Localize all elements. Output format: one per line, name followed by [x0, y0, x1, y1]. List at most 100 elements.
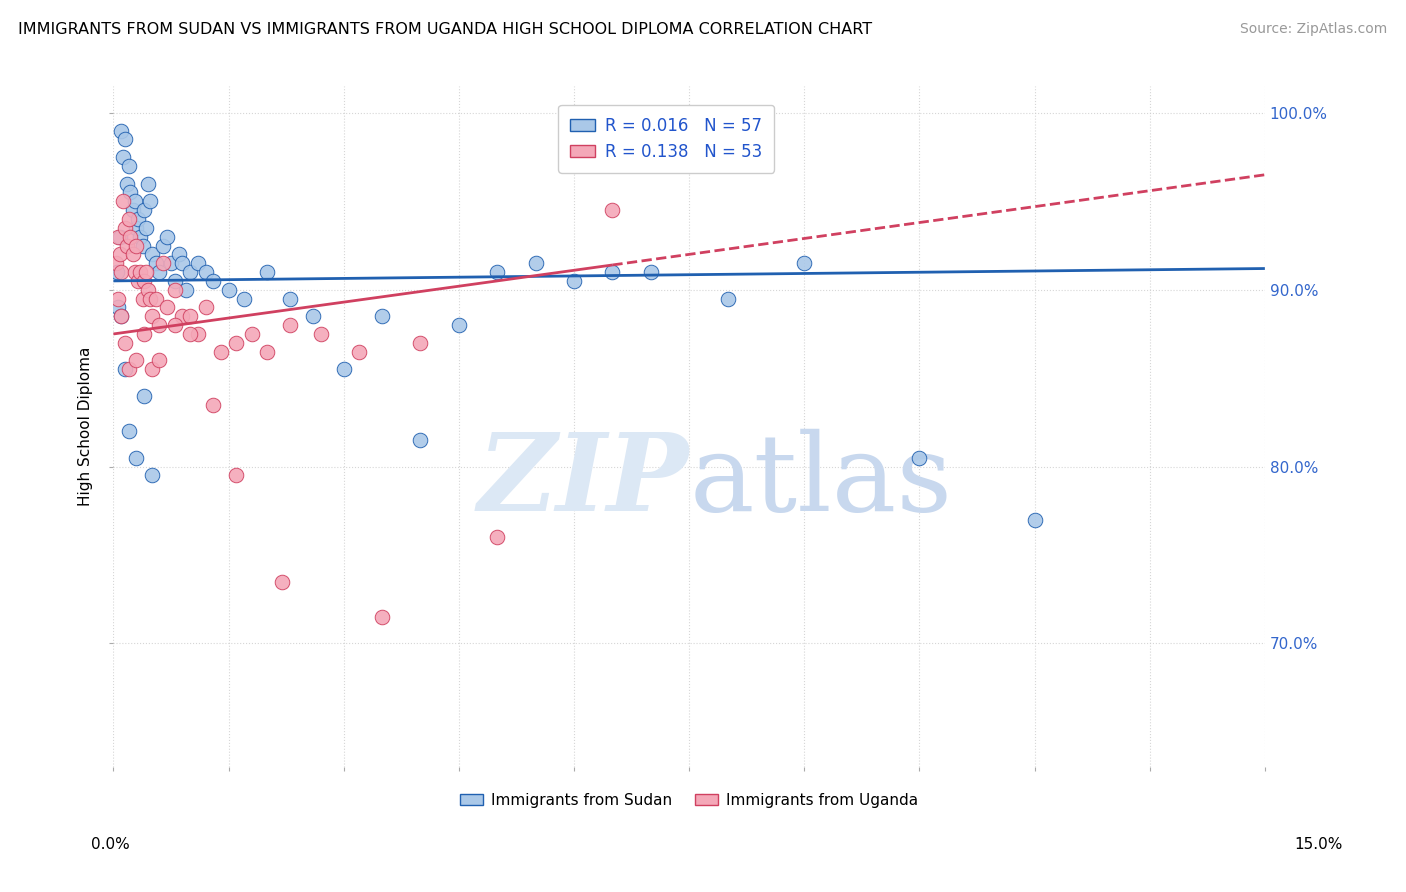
Point	[156, 229, 179, 244]
Point	[110, 310, 132, 324]
Point	[118, 212, 141, 227]
Point	[121, 247, 143, 261]
Point	[176, 283, 198, 297]
Point	[107, 301, 129, 315]
Point	[225, 468, 247, 483]
Point	[202, 398, 225, 412]
Point	[602, 265, 624, 279]
Point	[486, 265, 509, 279]
Point	[141, 468, 163, 483]
Point	[409, 335, 432, 350]
Point	[107, 229, 129, 244]
Y-axis label: High School Diploma: High School Diploma	[79, 347, 93, 507]
Point	[562, 274, 585, 288]
Point	[121, 203, 143, 218]
Point	[131, 238, 153, 252]
Point	[114, 132, 136, 146]
Point	[115, 238, 138, 252]
Point	[172, 310, 194, 324]
Point	[141, 310, 163, 324]
Point	[125, 353, 148, 368]
Point	[132, 389, 155, 403]
Point	[163, 274, 186, 288]
Text: 15.0%: 15.0%	[1295, 837, 1343, 852]
Point	[124, 265, 146, 279]
Point	[148, 353, 170, 368]
Point	[152, 238, 174, 252]
Point	[409, 433, 432, 447]
Point	[111, 150, 134, 164]
Point	[118, 362, 141, 376]
Point	[105, 256, 128, 270]
Point	[136, 177, 159, 191]
Point	[278, 318, 301, 332]
Point	[256, 344, 278, 359]
Point	[129, 229, 152, 244]
Point	[120, 186, 142, 200]
Point	[179, 265, 201, 279]
Point	[148, 318, 170, 332]
Point	[256, 265, 278, 279]
Point	[135, 265, 157, 279]
Point	[187, 256, 209, 270]
Point	[111, 194, 134, 209]
Point	[114, 335, 136, 350]
Point	[120, 229, 142, 244]
Point	[302, 310, 325, 324]
Point	[125, 450, 148, 465]
Text: IMMIGRANTS FROM SUDAN VS IMMIGRANTS FROM UGANDA HIGH SCHOOL DIPLOMA CORRELATION : IMMIGRANTS FROM SUDAN VS IMMIGRANTS FROM…	[18, 22, 872, 37]
Point	[156, 301, 179, 315]
Point	[163, 318, 186, 332]
Point	[127, 274, 149, 288]
Point	[141, 247, 163, 261]
Point	[160, 256, 183, 270]
Point	[135, 220, 157, 235]
Point	[145, 256, 167, 270]
Point	[347, 344, 370, 359]
Point	[371, 610, 394, 624]
Point	[125, 220, 148, 235]
Point	[132, 326, 155, 341]
Point	[110, 265, 132, 279]
Point	[131, 292, 153, 306]
Text: atlas: atlas	[689, 429, 952, 534]
Point	[716, 292, 738, 306]
Point	[309, 326, 332, 341]
Point	[172, 256, 194, 270]
Point	[124, 194, 146, 209]
Point	[167, 247, 190, 261]
Point	[141, 362, 163, 376]
Point	[125, 238, 148, 252]
Point	[524, 256, 547, 270]
Point	[602, 203, 624, 218]
Text: 0.0%: 0.0%	[91, 837, 131, 852]
Point	[202, 274, 225, 288]
Point	[194, 301, 217, 315]
Point	[640, 265, 662, 279]
Point	[271, 574, 294, 589]
Point	[129, 265, 152, 279]
Point	[225, 335, 247, 350]
Point	[115, 177, 138, 191]
Point	[108, 229, 131, 244]
Point	[114, 362, 136, 376]
Point	[179, 310, 201, 324]
Point	[187, 326, 209, 341]
Point	[118, 424, 141, 438]
Point	[107, 292, 129, 306]
Point	[118, 159, 141, 173]
Point	[132, 274, 155, 288]
Point	[114, 220, 136, 235]
Point	[152, 256, 174, 270]
Point	[793, 256, 815, 270]
Text: Source: ZipAtlas.com: Source: ZipAtlas.com	[1240, 22, 1388, 37]
Point	[209, 344, 232, 359]
Point	[371, 310, 394, 324]
Point	[1024, 513, 1046, 527]
Point	[240, 326, 263, 341]
Point	[148, 265, 170, 279]
Point	[163, 283, 186, 297]
Text: ZIP: ZIP	[478, 428, 689, 534]
Legend: Immigrants from Sudan, Immigrants from Uganda: Immigrants from Sudan, Immigrants from U…	[454, 787, 924, 814]
Point	[179, 326, 201, 341]
